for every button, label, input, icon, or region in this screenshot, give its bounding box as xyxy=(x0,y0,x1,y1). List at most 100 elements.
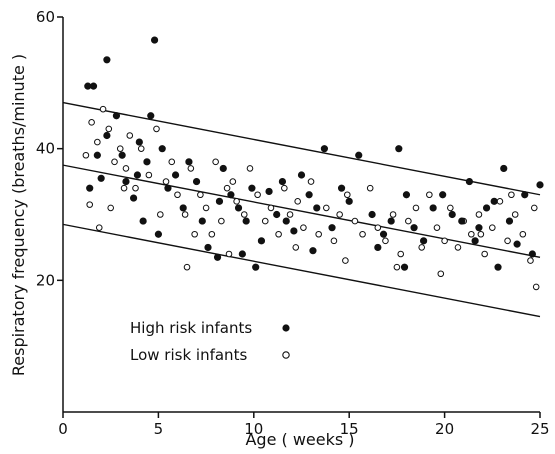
high-risk-point xyxy=(135,138,143,146)
low-risk-point xyxy=(275,230,282,238)
low-risk-point xyxy=(145,171,153,179)
y-axis-label: Respiratory frequency (breaths/minute ) xyxy=(9,54,28,376)
low-risk-point xyxy=(157,211,164,218)
high-risk-point xyxy=(143,158,151,166)
high-risk-point xyxy=(122,177,130,186)
low-risk-point xyxy=(86,201,94,208)
x-tick-label: 25 xyxy=(530,420,549,438)
low-risk-point xyxy=(359,230,366,238)
low-risk-point xyxy=(393,263,401,271)
low-risk-point xyxy=(343,191,351,199)
low-risk-point xyxy=(286,211,294,218)
high-risk-point xyxy=(448,210,456,219)
low-risk-point xyxy=(508,191,515,199)
low-risk-point xyxy=(233,198,240,205)
low-risk-point xyxy=(366,184,374,192)
low-risk-point xyxy=(315,230,322,238)
low-risk-point xyxy=(261,217,269,225)
low-risk-point xyxy=(454,244,462,251)
high-risk-point xyxy=(475,224,483,232)
high-risk-point xyxy=(282,217,290,225)
low-risk-point xyxy=(168,158,176,166)
low-risk-point xyxy=(191,230,198,238)
low-risk-point xyxy=(527,257,534,264)
high-risk-point xyxy=(297,171,306,179)
high-risk-point xyxy=(242,217,250,225)
high-risk-point xyxy=(89,82,98,90)
low-risk-point xyxy=(330,237,338,245)
high-risk-point xyxy=(227,191,235,199)
x-tick-label: 15 xyxy=(340,420,359,438)
low-risk-point xyxy=(397,250,405,258)
high-risk-point xyxy=(118,151,126,159)
low-risk-point xyxy=(162,178,170,185)
high-risk-point xyxy=(500,164,508,173)
y-axis-ticks: 20 40 60 xyxy=(36,8,63,289)
high-risk-point xyxy=(278,177,287,186)
low-risk-point xyxy=(292,244,300,251)
low-risk-point xyxy=(412,204,420,212)
high-risk-point xyxy=(103,131,111,140)
high-risk-point xyxy=(429,204,437,212)
low-risk-point xyxy=(307,178,315,185)
x-tick-label: 5 xyxy=(154,420,164,438)
legend-label-low-risk: Low risk infants xyxy=(130,346,247,364)
high-risk-point xyxy=(410,224,418,232)
high-risk-point xyxy=(86,184,94,192)
high-risk-point xyxy=(265,187,273,196)
x-tick-label: 20 xyxy=(435,420,454,438)
high-risk-point xyxy=(471,237,479,245)
high-risk-point xyxy=(494,263,502,271)
low-risk-point xyxy=(132,184,139,192)
low-risk-point xyxy=(519,230,527,238)
reference-line-mean xyxy=(62,164,541,258)
high-risk-point xyxy=(150,36,159,44)
low-risk-point xyxy=(126,132,134,139)
high-risk-point xyxy=(164,184,172,192)
low-risk-point xyxy=(389,211,397,218)
low-risk-point xyxy=(281,184,288,192)
high-risk-point xyxy=(179,204,187,212)
high-risk-point xyxy=(198,217,206,225)
low-risk-point xyxy=(174,191,181,199)
x-tick-label: 0 xyxy=(58,420,68,438)
high-risk-point xyxy=(192,177,201,186)
low-risk-point xyxy=(246,165,254,172)
low-risk-point xyxy=(426,191,433,199)
low-risk-point xyxy=(342,257,349,264)
high-risk-point xyxy=(395,145,403,153)
high-risk-point xyxy=(93,151,101,159)
high-risk-point xyxy=(528,250,536,258)
low-risk-point xyxy=(137,145,145,152)
low-risk-point xyxy=(437,270,445,278)
high-risk-point xyxy=(337,184,346,192)
y-tick-label: 20 xyxy=(36,271,55,289)
high-risk-point xyxy=(147,112,155,120)
low-risk-point xyxy=(223,184,231,192)
low-risk-point xyxy=(441,237,448,245)
high-risk-point xyxy=(513,240,521,248)
low-risk-point xyxy=(405,217,412,225)
low-risk-point xyxy=(229,178,237,185)
low-risk-point xyxy=(294,198,301,205)
reference-lines xyxy=(62,101,541,318)
high-risk-point xyxy=(158,145,166,153)
high-risk-point xyxy=(402,191,411,199)
low-risk-point xyxy=(88,119,95,126)
high-risk-point xyxy=(374,243,382,252)
low-risk-point xyxy=(496,198,504,205)
low-risk-point xyxy=(447,204,454,212)
high-risk-point xyxy=(387,217,395,225)
low-risk-point xyxy=(208,230,216,238)
high-risk-point xyxy=(238,250,246,258)
low-risk-point xyxy=(382,237,389,245)
low-risk-point xyxy=(532,283,540,291)
high-risk-point xyxy=(248,184,256,192)
low-risk-point xyxy=(418,244,426,251)
low-risk-point xyxy=(504,237,511,245)
low-risk-point xyxy=(99,105,107,113)
low-risk-point xyxy=(511,211,519,218)
legend-marker-low-risk xyxy=(282,351,290,359)
low-risk-point xyxy=(477,230,485,238)
